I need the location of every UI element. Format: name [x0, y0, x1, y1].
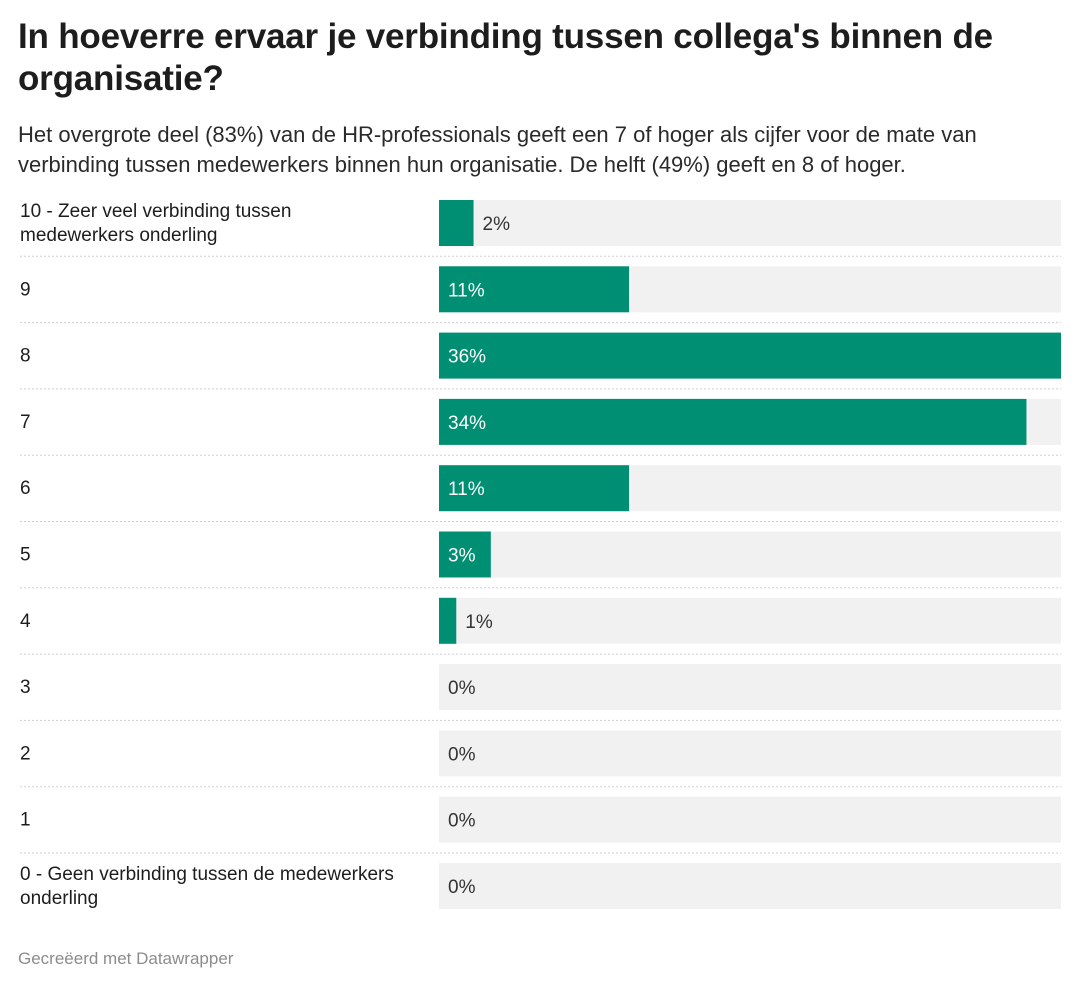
category-label: 2 — [20, 743, 31, 764]
bar-value-label: 0% — [448, 877, 476, 898]
category-label: 6 — [20, 478, 31, 499]
bar-value-label: 0% — [448, 678, 476, 699]
bar-track — [439, 531, 1061, 578]
bar-value-label: 11% — [448, 479, 485, 500]
bar — [439, 465, 630, 512]
bar-track — [439, 597, 1061, 644]
bar-value-label: 0% — [448, 744, 476, 765]
footer-credit: Gecreëerd met Datawrapper — [18, 949, 234, 968]
category-label: onderling — [20, 888, 98, 909]
bar — [439, 597, 457, 644]
bar-value-label: 0% — [448, 811, 476, 832]
bar — [439, 531, 491, 578]
bar-value-label: 3% — [448, 546, 476, 567]
category-label: 7 — [20, 412, 31, 433]
bar — [439, 398, 1027, 445]
bar-track — [439, 664, 1061, 711]
bar — [439, 332, 1061, 379]
bar — [439, 266, 630, 313]
category-label: 0 - Geen verbinding tussen de medewerker… — [20, 864, 394, 885]
bar-track — [439, 730, 1061, 777]
bar-value-label: 36% — [448, 347, 486, 368]
category-label: medewerkers onderling — [20, 225, 218, 246]
category-label: 5 — [20, 545, 31, 566]
bar-value-label: 34% — [448, 413, 486, 434]
category-label: 8 — [20, 346, 31, 367]
category-label: 3 — [20, 677, 31, 698]
bar-value-label: 11% — [448, 280, 485, 301]
category-label: 10 - Zeer veel verbinding tussen — [20, 201, 291, 222]
bar-track — [439, 863, 1061, 909]
bar — [439, 200, 474, 246]
bar-value-label: 2% — [483, 214, 511, 235]
bar-track — [439, 796, 1061, 843]
category-label: 4 — [20, 611, 31, 632]
category-label: 9 — [20, 279, 31, 300]
category-label: 1 — [20, 810, 31, 831]
bar-track — [439, 200, 1061, 246]
bar-value-label: 1% — [465, 612, 493, 633]
chart-title: In hoeverre ervaar je verbinding tussen … — [18, 17, 993, 98]
chart-subtitle: Het overgrote deel (83%) van de HR-profe… — [18, 122, 977, 177]
